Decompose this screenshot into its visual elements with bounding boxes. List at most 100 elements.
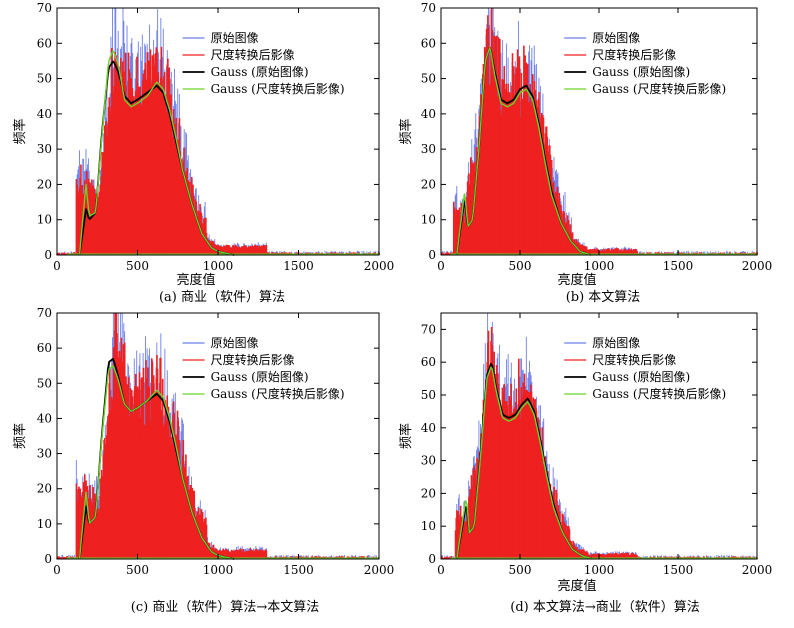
x-tick-label: 1500: [283, 259, 314, 273]
x-tick-label: 2000: [742, 259, 773, 273]
histogram-bar-scaled: [446, 252, 449, 255]
x-tick-label: 500: [126, 563, 149, 577]
panel-caption: (a) 商业（软件）算法: [159, 290, 285, 305]
y-tick-label: 50: [421, 388, 436, 402]
y-tick-label: 60: [37, 341, 52, 355]
histogram-bar-scaled: [265, 245, 268, 255]
x-tick-label: 0: [437, 259, 445, 273]
y-tick-label: 20: [421, 177, 436, 191]
legend-entry: Gauss (原始图像): [592, 65, 690, 79]
histogram-bar-scaled: [56, 253, 59, 255]
y-tick-label: 20: [37, 177, 52, 191]
gauss-scaled-curve: [456, 47, 592, 256]
chart-panel-3: 0 500 1000 1500 2000 0 10 20 30 40 50 60 70 频率 (c) 商业（…: [12, 306, 394, 615]
x-tick-label: 500: [509, 563, 532, 577]
histogram-bar-scaled: [58, 252, 60, 255]
histogram-bar-scaled: [442, 252, 444, 255]
histogram-bar-scaled: [60, 557, 63, 559]
histogram-bar-scaled: [58, 556, 61, 559]
legend-entry: 原始图像: [592, 31, 640, 45]
y-axis-label: 频率: [12, 118, 28, 144]
histogram-bar-scaled: [63, 252, 65, 255]
y-tick-label: 70: [421, 1, 436, 15]
histogram-bar-scaled: [64, 253, 67, 255]
legend-entry: Gauss (原始图像): [211, 370, 309, 384]
x-tick-label: 1000: [584, 563, 615, 577]
x-tick-label: 500: [126, 259, 149, 273]
y-tick-label: 60: [421, 36, 436, 50]
y-tick-label: 60: [421, 355, 436, 369]
series-scaled-histogram: [440, 327, 758, 559]
legend-entry: Gauss (原始图像): [592, 370, 690, 384]
x-tick-label: 2000: [364, 563, 395, 577]
y-tick-label: 40: [421, 107, 436, 121]
gauss-scaled-curve: [78, 50, 235, 256]
gauss-scaled-curve: [456, 366, 593, 560]
x-axis-label: 亮度值: [176, 272, 215, 288]
chart-panel-2: 0 500 1000 1500 2000 0 10 20 30 40 50 60 70 亮度值 频率 (b) …: [398, 1, 772, 305]
histogram-bar-scaled: [205, 524, 208, 559]
y-tick-label: 30: [421, 142, 436, 156]
x-tick-label: 0: [437, 563, 445, 577]
y-tick-label: 10: [37, 517, 52, 531]
legend-entry: Gauss (尺度转换后影像): [211, 386, 345, 401]
legend-entry: Gauss (原始图像): [211, 65, 309, 79]
y-tick-label: 0: [428, 248, 436, 262]
histogram-bar-scaled: [265, 550, 268, 559]
legend-entry: 尺度转换后影像: [592, 352, 676, 367]
y-tick-label: 50: [37, 72, 52, 86]
legend-entry: 原始图像: [211, 336, 259, 350]
y-tick-label: 70: [421, 322, 436, 336]
x-tick-label: 1000: [203, 259, 234, 273]
y-tick-label: 20: [421, 486, 436, 500]
histogram-bar-scaled: [441, 557, 444, 559]
x-tick-label: 2000: [742, 563, 773, 577]
y-tick-label: 30: [37, 142, 52, 156]
legend-entry: Gauss (尺度转换后影像): [211, 81, 345, 96]
legend-entry: 原始图像: [211, 31, 259, 45]
legend-entry: Gauss (尺度转换后影像): [592, 386, 726, 401]
histogram-bar-scaled: [446, 557, 449, 559]
y-tick-label: 70: [37, 306, 52, 320]
y-tick-label: 20: [37, 482, 52, 496]
x-tick-label: 1000: [584, 259, 615, 273]
y-tick-label: 10: [421, 213, 436, 227]
histogram-bar-scaled: [447, 252, 450, 255]
legend-entry: 尺度转换后影像: [211, 47, 295, 62]
series-scaled-histogram: [56, 46, 380, 256]
legend-entry: 尺度转换后影像: [592, 47, 676, 62]
y-tick-label: 40: [421, 421, 436, 435]
x-tick-label: 1000: [203, 563, 234, 577]
y-tick-label: 50: [37, 376, 52, 390]
histogram-bar-scaled: [442, 557, 445, 559]
x-tick-label: 1500: [283, 563, 314, 577]
y-tick-label: 70: [37, 1, 52, 15]
x-tick-label: 1500: [663, 259, 694, 273]
y-tick-label: 40: [37, 107, 52, 121]
x-axis-label: 亮度值: [557, 578, 596, 594]
legend-entry: 尺度转换后影像: [211, 352, 295, 367]
y-tick-label: 30: [421, 454, 436, 468]
histogram-bar-scaled: [636, 251, 638, 255]
histogram-bar-scaled: [61, 252, 64, 255]
y-tick-label: 60: [37, 36, 52, 50]
x-tick-label: 500: [509, 259, 532, 273]
panel-caption: (b) 本文算法: [566, 290, 641, 305]
y-tick-label: 0: [44, 552, 52, 566]
histogram-bar-scaled: [444, 557, 447, 559]
y-tick-label: 0: [428, 552, 436, 566]
y-tick-label: 10: [37, 213, 52, 227]
y-tick-label: 50: [421, 72, 436, 86]
chart-panel-4: 0 500 1000 1500 2000 0 10 20 30 40 50 60 70 亮度值 频率 (d) …: [398, 312, 773, 615]
y-tick-label: 30: [37, 447, 52, 461]
legend-entry: 原始图像: [592, 336, 640, 350]
histogram-bar-scaled: [56, 556, 59, 559]
y-tick-label: 40: [37, 411, 52, 425]
panel-caption: (d) 本文算法→商业（软件）算法: [510, 600, 700, 615]
y-tick-label: 0: [44, 248, 52, 262]
panel-caption: (c) 商业（软件）算法→本文算法: [131, 600, 319, 615]
